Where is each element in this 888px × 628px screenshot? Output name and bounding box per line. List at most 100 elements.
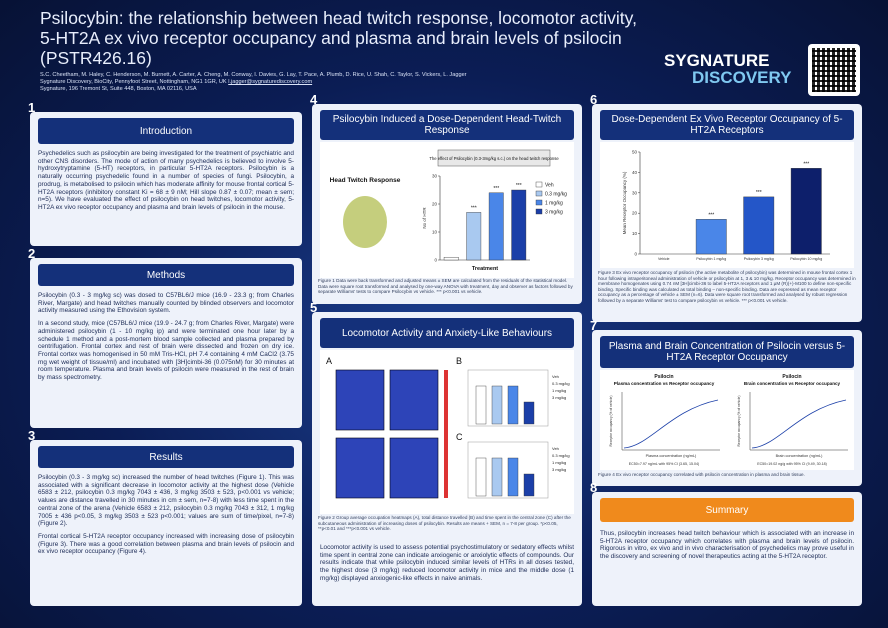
- section-heading: Introduction: [38, 118, 294, 144]
- figure-caption: Figure 4 Ex vivo receptor occupancy corr…: [598, 472, 805, 477]
- logo: SYGNATURE DISCOVERY: [664, 52, 804, 86]
- chart-title-box: [437, 149, 551, 167]
- qr-pattern: [812, 48, 856, 92]
- logo-bottom: DISCOVERY: [692, 68, 792, 87]
- authors-block: S.C. Cheetham, M. Haley, C. Henderson, M…: [40, 72, 640, 94]
- legend-label: 0.3 mg/kg: [552, 453, 570, 458]
- heatmap: [389, 369, 439, 431]
- authors: S.C. Cheetham, M. Haley, C. Henderson, M…: [40, 72, 467, 78]
- legend-label: 1 mg/kg: [552, 388, 566, 393]
- sub-chart-bar: [491, 385, 503, 425]
- legend-label: Veh: [552, 374, 559, 379]
- x-tick-label: Psilocybin 10 mg/kg: [790, 257, 822, 261]
- section-panel: Plasma and Brain Concentration of Psiloc…: [592, 330, 862, 486]
- section-text: Psilocybin (0.3 - 3 mg/kg sc) was dosed …: [38, 292, 294, 387]
- heatmap: [335, 437, 385, 499]
- section-heading: Psilocybin Induced a Dose-Dependent Head…: [320, 110, 574, 140]
- significance-label: ***: [756, 190, 762, 196]
- sub-chart-bar: [507, 385, 519, 425]
- y-axis-label: Mean Receptor Occupancy (%): [622, 171, 627, 234]
- y-tick-label: 20: [432, 202, 438, 207]
- y-tick-label: 20: [632, 211, 638, 216]
- section-panel: Dose-Dependent Ex Vivo Receptor Occupanc…: [592, 104, 862, 322]
- paragraph: Psychedelics such as psilocybin are bein…: [38, 150, 294, 211]
- paragraph: In a second study, mice (C57BL6/J mice (…: [38, 320, 294, 382]
- legend-label: 3 mg/kg: [552, 467, 566, 472]
- y-tick-label: 30: [632, 190, 638, 195]
- legend-label: 3 mg/kg: [552, 395, 566, 400]
- bar: [743, 196, 775, 255]
- y-tick-label: 0: [634, 252, 637, 257]
- qr-code: [808, 44, 860, 96]
- section-heading: Dose-Dependent Ex Vivo Receptor Occupanc…: [600, 110, 854, 140]
- poster-title: Psilocybin: the relationship between hea…: [40, 8, 637, 68]
- significance-label: ***: [516, 183, 522, 189]
- heatmap: [389, 437, 439, 499]
- bar: [695, 219, 727, 255]
- figure-label: Head Twitch Response: [330, 177, 401, 184]
- legend-swatch: [535, 190, 543, 197]
- heatmap: [335, 369, 385, 431]
- sub-chart-frame: [467, 441, 549, 499]
- figure-2: A B C Veh 0.3 mg/kg 1 mg/kg 3 mg/kg Veh 0.3 mg/k…: [320, 350, 574, 514]
- panel-letter: A: [326, 356, 332, 366]
- drug-label: Psilocin: [654, 374, 673, 380]
- x-axis-label: Plasma concentration (ng/mL): [646, 454, 697, 458]
- panel-letter: C: [456, 432, 463, 442]
- x-tick-label: Psilocybin 1 mg/kg: [696, 257, 726, 261]
- x-axis-label: Brain concentration (ng/mL): [776, 454, 824, 458]
- legend-label: 1 mg/kg: [552, 460, 566, 465]
- section-number: 2: [28, 246, 36, 261]
- email: l.jagger@sygnaturediscovery.com: [228, 79, 313, 86]
- legend-swatch: [535, 199, 543, 206]
- mouse-illustration: [343, 196, 387, 248]
- y-axis-label: Receptor occupancy (% of vehicle): [737, 396, 741, 447]
- x-tick-label: Vehicle: [658, 257, 670, 261]
- paragraph: Thus, psilocybin increases head twitch b…: [600, 530, 854, 561]
- section-number: 6: [590, 92, 598, 107]
- section-heading: Methods: [38, 264, 294, 286]
- fit-curve: [623, 399, 719, 449]
- paragraph: Frontal cortical 5-HT2A receptor occupan…: [38, 532, 294, 556]
- figure-caption: Figure 3 Ex vivo receptor occupancy of p…: [598, 270, 856, 303]
- affiliation-text: Sygnature Discovery, BioCity, Pennyfoot …: [40, 79, 227, 86]
- ec50-label: EC50=7.97 ng/mL with 95% CI (3.65, 15.04…: [629, 462, 700, 466]
- plot-title: Brain concentration vs Receptor occupanc…: [744, 381, 841, 386]
- section-heading: Locomotor Activity and Anxiety-Like Beha…: [320, 318, 574, 348]
- logo-top: SYGNATURE: [664, 51, 770, 70]
- figure-caption: Figure 2 Group average occupation heatma…: [318, 515, 571, 532]
- sub-chart-bar: [475, 457, 487, 497]
- paragraph: Psilocybin (0.3 - 3 mg/kg sc) was dosed …: [38, 292, 294, 315]
- significance-label: ***: [803, 161, 809, 167]
- y-tick-label: 10: [632, 231, 638, 236]
- sub-chart-bar: [523, 401, 535, 425]
- fit-curve: [751, 399, 847, 449]
- paragraph: Psilocybin (0.3 - 3 mg/kg sc) increased …: [38, 474, 294, 528]
- figure-1: Head Twitch Response The effect of Psiloc…: [320, 142, 574, 278]
- section-number: 5: [310, 300, 318, 315]
- section-text: Thus, psilocybin increases head twitch b…: [600, 530, 854, 566]
- significance-label: ***: [493, 186, 499, 192]
- x-axis-label: Treatment: [472, 266, 498, 272]
- sub-chart-bar: [507, 457, 519, 497]
- legend-label: 1 mg/kg: [545, 201, 563, 207]
- section-panel: Psilocybin Induced a Dose-Dependent Head…: [312, 104, 582, 304]
- section-panel: Methods Psilocybin (0.3 - 3 mg/kg sc) was…: [30, 258, 302, 428]
- section-number: 8: [590, 480, 598, 495]
- legend-swatch: [535, 181, 543, 188]
- y-tick-label: 0: [434, 258, 437, 263]
- section-panel: Results Psilocybin (0.3 - 3 mg/kg sc) inc…: [30, 440, 302, 606]
- section-text: Psychedelics such as psilocybin are bein…: [38, 150, 294, 217]
- y-tick-label: 10: [432, 230, 438, 235]
- significance-label: ***: [471, 205, 477, 211]
- paragraph: Locomotor activity is used to assess pot…: [320, 544, 574, 582]
- bar: [443, 256, 459, 261]
- heatmap-scale: [444, 370, 448, 498]
- section-text: Locomotor activity is used to assess pot…: [320, 544, 574, 588]
- y-tick-label: 40: [632, 170, 638, 175]
- section-heading: Summary: [600, 498, 854, 522]
- plot-title: Plasma concentration vs Receptor occupan…: [614, 381, 715, 386]
- y-tick-label: 50: [632, 150, 638, 155]
